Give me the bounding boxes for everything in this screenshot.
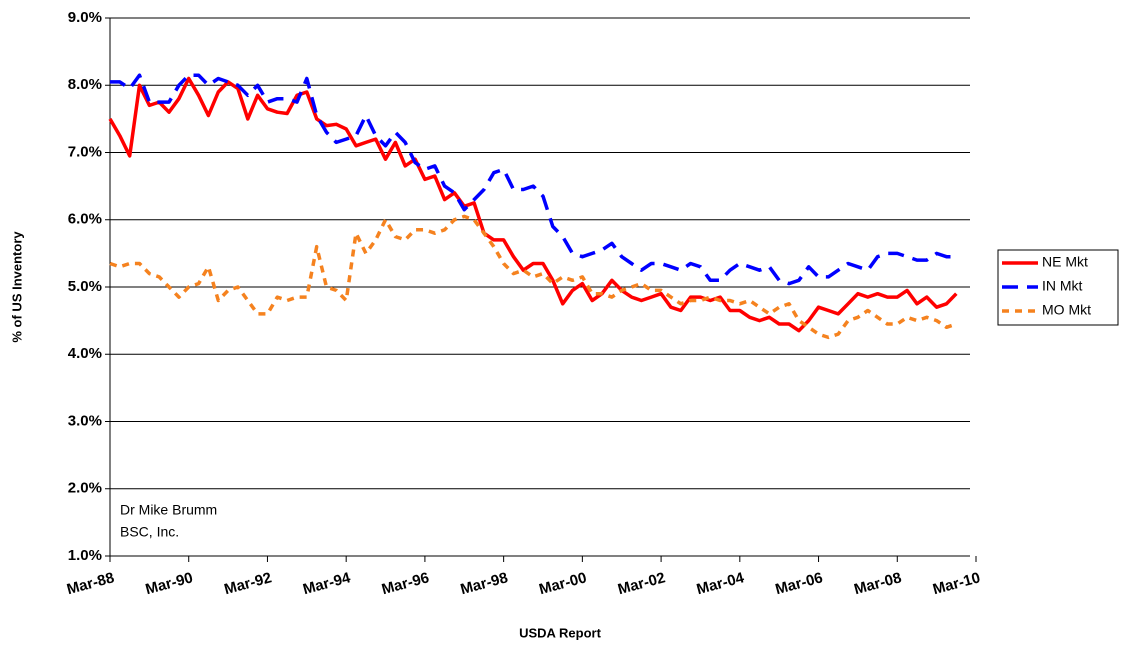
y-tick-label: 8.0% [68,76,102,93]
x-tick-label: Mar-00 [537,569,588,598]
x-axis-label: USDA Report [519,625,602,640]
x-tick-label: Mar-90 [144,569,195,598]
x-tick-label: Mar-02 [616,569,667,598]
y-tick-label: 7.0% [68,143,102,160]
x-tick-label: Mar-10 [931,569,982,598]
x-tick-label: Mar-96 [380,569,431,598]
x-tick-label: Mar-92 [222,569,273,598]
y-tick-label: 1.0% [68,547,102,564]
x-tick-label: Mar-94 [301,569,353,598]
legend-label: MO Mkt [1042,302,1091,318]
series-line [109,214,957,340]
x-tick-label: Mar-06 [773,569,824,598]
y-tick-label: 5.0% [68,278,102,295]
legend-label: NE Mkt [1042,254,1088,270]
x-tick-label: Mar-08 [852,569,903,598]
y-tick-label: 2.0% [68,480,102,497]
annotation: BSC, Inc. [120,524,179,540]
x-tick-label: Mar-98 [459,569,510,598]
series-line [110,73,957,286]
legend-label: IN Mkt [1042,278,1083,294]
y-tick-label: 6.0% [68,211,102,228]
y-tick-label: 4.0% [68,345,102,362]
y-tick-label: 9.0% [68,9,102,26]
annotation: Dr Mike Brumm [120,502,217,518]
x-tick-label: Mar-88 [65,569,116,598]
x-tick-label: Mar-04 [695,569,747,598]
y-tick-label: 3.0% [68,412,102,429]
y-axis-label: % of US Inventory [9,231,24,343]
series-line [108,76,958,333]
